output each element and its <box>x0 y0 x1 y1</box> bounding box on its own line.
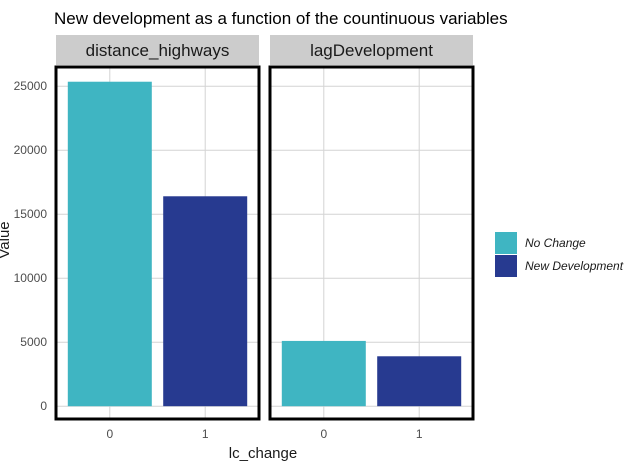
bar-distance_highways-0 <box>67 81 152 407</box>
facet-strip-label: distance_highways <box>86 41 230 60</box>
bar-lagDevelopment-0 <box>281 340 366 407</box>
y-tick-label: 5000 <box>20 335 47 349</box>
legend: No Change New Development <box>495 232 624 277</box>
bar-lagDevelopment-1 <box>377 356 462 407</box>
legend-label: No Change <box>525 236 586 250</box>
panel-border <box>268 65 475 421</box>
chart-title: New development as a function of the cou… <box>54 9 508 28</box>
x-tick-label: 0 <box>320 427 327 441</box>
facet-strip <box>56 35 259 65</box>
x-tick-label: 1 <box>202 427 209 441</box>
y-tick-label: 15000 <box>14 207 48 221</box>
legend-swatch <box>495 255 517 277</box>
y-tick-label: 10000 <box>14 271 48 285</box>
legend-label: New Development <box>525 259 624 273</box>
legend-swatch <box>495 232 517 254</box>
y-axis-title: Value <box>0 221 13 258</box>
y-tick-label: 0 <box>40 399 47 413</box>
panel-border <box>54 65 261 421</box>
bar-distance_highways-1 <box>163 196 248 407</box>
x-tick-label: 1 <box>416 427 423 441</box>
x-axis-title: lc_change <box>229 445 297 462</box>
x-tick-label: 0 <box>106 427 113 441</box>
y-axis-ticks: 0 5000 10000 15000 20000 25000 <box>14 79 48 413</box>
facet-lagDevelopment: lagDevelopment 0 1 <box>268 35 475 441</box>
y-tick-label: 25000 <box>14 79 48 93</box>
facet-strip <box>270 35 473 65</box>
facet-distance_highways: distance_highways 0 1 <box>54 35 261 441</box>
y-tick-label: 20000 <box>14 143 48 157</box>
facet-panels: distance_highways 0 1 lagDevelopment 0 1 <box>54 35 475 441</box>
facet-strip-label: lagDevelopment <box>310 41 433 60</box>
